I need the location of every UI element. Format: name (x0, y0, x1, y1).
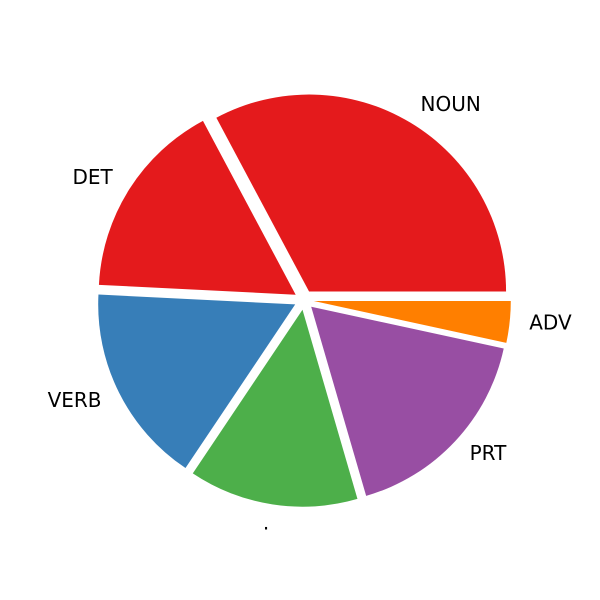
pie-label-verb: VERB (48, 388, 102, 412)
pie-slice-adv (313, 301, 511, 343)
pie-label-item-3: . (263, 510, 269, 534)
pie-slice-noun (216, 94, 507, 292)
pie-label-det: DET (72, 165, 113, 189)
pie-slice-det (98, 120, 296, 295)
pie-slice-item-3 (192, 309, 358, 507)
pie-label-adv: ADV (529, 311, 572, 335)
pie-label-prt: PRT (470, 441, 508, 465)
pie-slice-prt (311, 306, 504, 496)
pie-label-noun: NOUN (421, 92, 481, 116)
pie-slice-verb (98, 294, 296, 469)
